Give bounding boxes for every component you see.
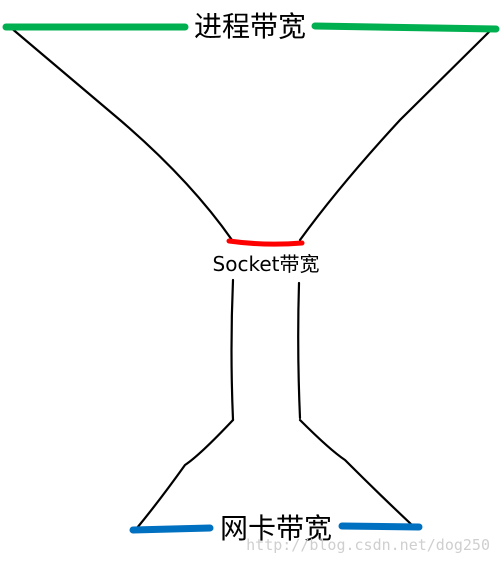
funnel-neck-left-edge (230, 278, 235, 422)
funnel-neck-right-edge (297, 281, 302, 420)
funnel-base-left-edge (135, 418, 235, 530)
funnel-upper-right-edge (298, 27, 494, 242)
socket-bandwidth-label: Socket带宽 (213, 252, 320, 276)
nic-bandwidth-line (129, 522, 423, 534)
funnel-upper-left-edge (8, 25, 234, 242)
funnel-base-right-edge (298, 418, 414, 527)
socket-bandwidth-line (226, 238, 305, 247)
watermark-text: http://blog.csdn.net/dog250 (246, 536, 490, 554)
process-bandwidth-line (2, 22, 500, 33)
nic-bandwidth-label: 网卡带宽 (220, 512, 332, 545)
process-bandwidth-label: 进程带宽 (194, 10, 306, 43)
